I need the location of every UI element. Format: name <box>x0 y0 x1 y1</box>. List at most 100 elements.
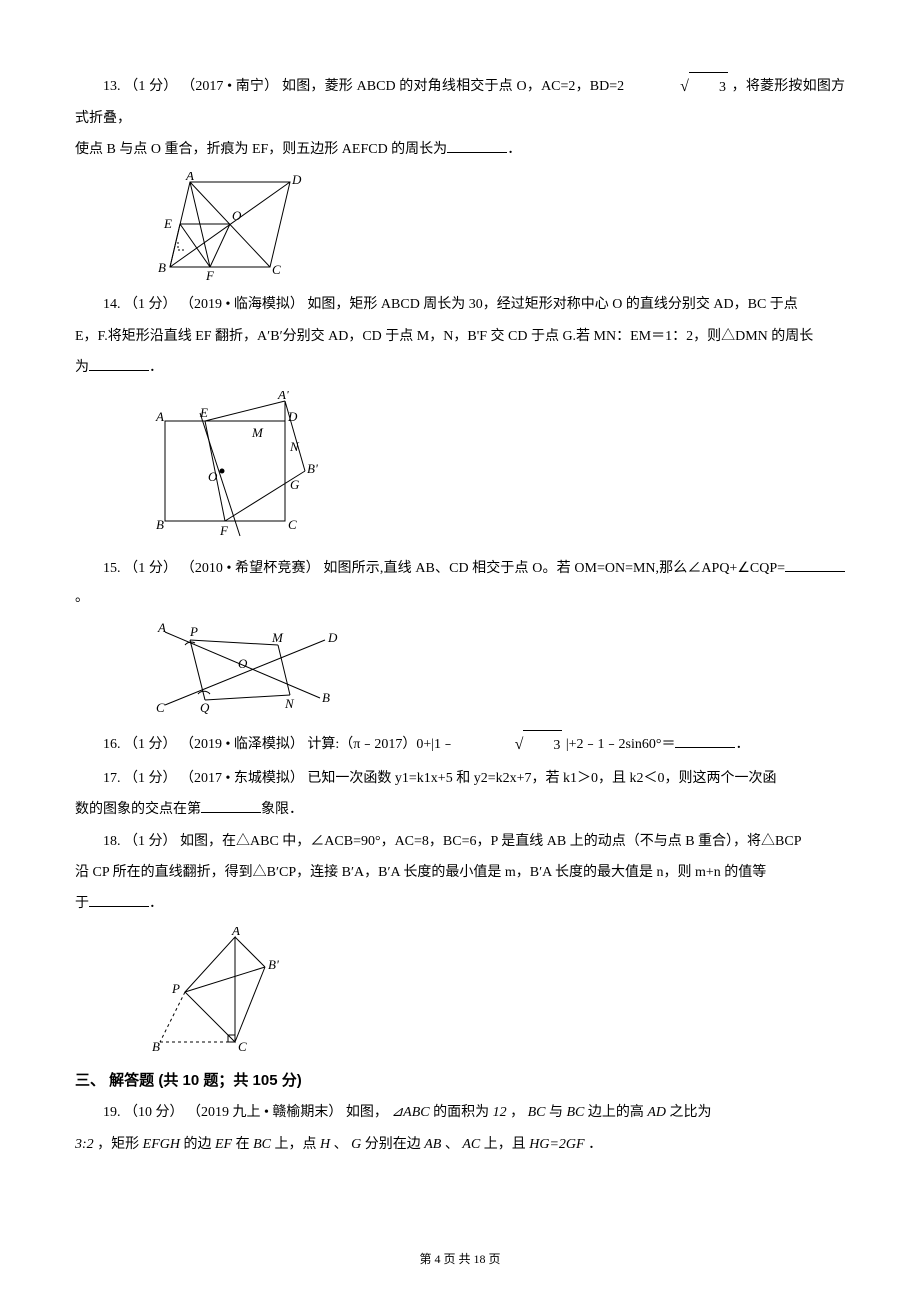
problem-score: （1 分） <box>124 79 177 94</box>
label-B: B <box>152 1039 160 1054</box>
problem-text: 在 <box>236 1137 254 1152</box>
problem-18-cont2: 于． <box>75 889 845 918</box>
label-B: B <box>158 260 166 275</box>
label-P: P <box>189 624 198 639</box>
label-F: F <box>205 268 215 282</box>
problem-15: 15. （1 分） （2010 • 希望杯竞赛） 如图所示,直线 AB、CD 相… <box>75 554 845 613</box>
problem-16: 16. （1 分） （2019 • 临泽模拟） 计算:（π﹣2017）0+|1﹣… <box>75 728 845 762</box>
label-O: O <box>208 469 218 484</box>
problem-text: 沿 CP 所在的直线翻折，得到△B′CP，连接 B′A，B′A 长度的最小值是 … <box>75 865 766 880</box>
label-B: B <box>322 690 330 705</box>
math-expr: 12 <box>493 1105 507 1120</box>
problem-18: 18. （1 分） 如图，在△ABC 中，∠ACB=90°，AC=8，BC=6，… <box>75 827 845 856</box>
math-expr: AC <box>462 1137 480 1152</box>
problem-number: 17. <box>103 771 121 786</box>
answer-blank <box>89 357 149 371</box>
problem-text: 边上的高 <box>588 1105 648 1120</box>
label-Q: Q <box>200 700 210 715</box>
problem-source: （2019 • 临海模拟） <box>180 297 304 312</box>
label-A: A <box>157 620 166 635</box>
problem-source: （2019 • 临泽模拟） <box>180 737 304 752</box>
problem-text: ，矩形 <box>97 1137 143 1152</box>
answer-blank <box>89 893 149 907</box>
problem-13-cont: 使点 B 与点 O 重合，折痕为 EF，则五边形 AEFCD 的周长为． <box>75 135 845 164</box>
label-A: A <box>185 172 194 183</box>
problem-text: 与 <box>549 1105 567 1120</box>
problem-score: （1 分） <box>124 297 177 312</box>
intersecting-lines-diagram: A P M D O C Q N B <box>150 620 340 720</box>
problem-text: 、 <box>334 1137 352 1152</box>
problem-17: 17. （1 分） （2017 • 东城模拟） 已知一次函数 y1=k1x+5 … <box>75 764 845 793</box>
problem-text: 已知一次函数 y1=k1x+5 和 y2=k2x+7，若 k1＞0，且 k2＜0… <box>307 771 776 786</box>
label-Bp: B' <box>307 461 318 476</box>
label-G: G <box>290 477 300 492</box>
answer-blank <box>785 558 845 572</box>
problem-text: ． <box>588 1137 602 1152</box>
label-A: A <box>155 409 164 424</box>
figure-18: A B' P B C <box>150 927 845 1057</box>
rectangle-fold-diagram: A E A' D M N B' G O B F C <box>150 391 320 546</box>
problem-number: 14. <box>103 297 121 312</box>
label-D: D <box>327 630 338 645</box>
label-M: M <box>271 630 284 645</box>
problem-text: 计算:（π﹣2017）0+|1﹣ <box>307 737 458 752</box>
math-expr: BC <box>566 1105 584 1120</box>
problem-source: （2010 • 希望杯竞赛） <box>181 561 320 576</box>
sqrt-expr: √3 <box>459 728 563 762</box>
label-A: A <box>231 927 240 938</box>
problem-number: 18. <box>103 834 121 849</box>
problem-source: （2017 • 东城模拟） <box>180 771 304 786</box>
math-expr: H <box>320 1137 330 1152</box>
problem-text: 如图，矩形 ABCD 周长为 30，经过矩形对称中心 O 的直线分别交 AD，B… <box>307 297 797 312</box>
problem-text: E，F.将矩形沿直线 EF 翻折，A′B′分别交 AD，CD 于点 M，N，B'… <box>75 329 813 344</box>
problem-text: 之比为 <box>670 1105 712 1120</box>
problem-score: （1 分） <box>124 834 177 849</box>
problem-14-cont2: 为． <box>75 353 845 382</box>
problem-text: 的面积为 <box>433 1105 493 1120</box>
problem-number: 13. <box>103 79 121 94</box>
problem-text: |+2﹣1﹣2sin60°＝ <box>562 737 675 752</box>
label-O: O <box>232 208 242 223</box>
figure-14: A E A' D M N B' G O B F C <box>150 391 845 546</box>
label-F: F <box>219 523 229 538</box>
problem-score: （1 分） <box>124 737 177 752</box>
math-expr: EFGH <box>143 1137 180 1152</box>
math-expr: ⊿ABC <box>391 1105 429 1120</box>
problem-score: （1 分） <box>124 771 177 786</box>
label-D: D <box>287 409 298 424</box>
math-expr: HG=2GF <box>529 1137 584 1152</box>
triangle-fold-diagram: A B' P B C <box>150 927 290 1057</box>
problem-text: 如图，菱形 ABCD 的对角线相交于点 O，AC=2，BD=2 <box>282 79 624 94</box>
answer-blank <box>675 734 735 748</box>
problem-text: 如图，在△ABC 中，∠ACB=90°，AC=8，BC=6，P 是直线 AB 上… <box>180 834 802 849</box>
problem-14-cont: E，F.将矩形沿直线 EF 翻折，A′B′分别交 AD，CD 于点 M，N，B'… <box>75 322 845 351</box>
problem-text: 上，点 <box>275 1137 321 1152</box>
problem-text: 为 <box>75 360 89 375</box>
label-N: N <box>284 696 295 711</box>
label-D: D <box>291 172 302 187</box>
label-P: P <box>171 981 180 996</box>
math-expr: G <box>351 1137 361 1152</box>
problem-number: 15. <box>103 561 121 576</box>
label-N: N <box>289 439 300 454</box>
figure-15: A P M D O C Q N B <box>150 620 845 720</box>
problem-13: 13. （1 分） （2017 • 南宁） 如图，菱形 ABCD 的对角线相交于… <box>75 70 845 133</box>
problem-text: 数的图象的交点在第 <box>75 802 201 817</box>
problem-text: 。 <box>75 590 89 605</box>
label-C: C <box>288 517 297 532</box>
problem-text: 如图所示,直线 AB、CD 相交于点 O。若 OM=ON=MN,那么∠APQ+∠… <box>323 561 785 576</box>
math-expr: BC <box>253 1137 271 1152</box>
problem-number: 16. <box>103 737 121 752</box>
label-Ap: A' <box>277 391 289 402</box>
problem-19-cont: 3:2 ，矩形 EFGH 的边 EF 在 BC 上，点 H 、 G 分别在边 A… <box>75 1130 845 1159</box>
label-C: C <box>238 1039 247 1054</box>
problem-text: 的边 <box>184 1137 216 1152</box>
answer-blank <box>201 799 261 813</box>
problem-text: 如图， <box>346 1105 392 1120</box>
math-expr: AB <box>424 1137 441 1152</box>
problem-text: 上，且 <box>484 1137 530 1152</box>
math-expr: AD <box>647 1105 666 1120</box>
problem-text: ． <box>507 142 521 157</box>
problem-text: 、 <box>445 1137 463 1152</box>
problem-17-cont: 数的图象的交点在第象限． <box>75 795 845 824</box>
